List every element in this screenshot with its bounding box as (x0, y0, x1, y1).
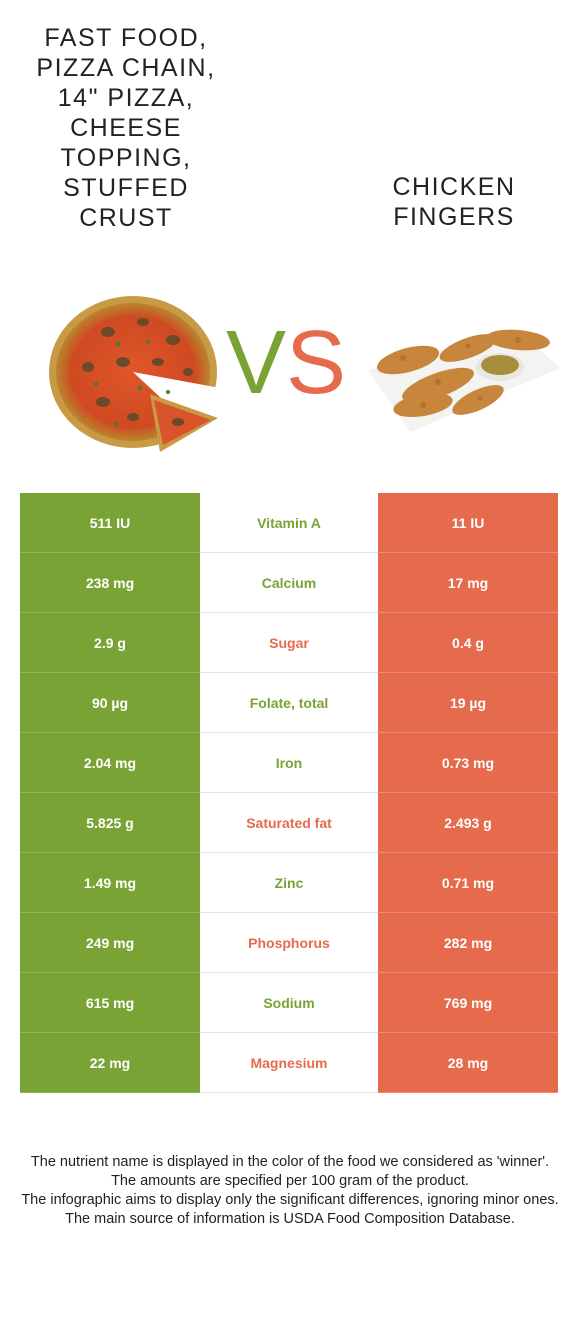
nutrient-name: Zinc (200, 853, 378, 913)
left-value: 5.825 g (20, 793, 200, 853)
right-value: 769 mg (378, 973, 558, 1033)
nutrient-name: Sodium (200, 973, 378, 1033)
right-value: 17 mg (378, 553, 558, 613)
right-food-title: CHICKEN FINGERS (392, 173, 516, 231)
right-value: 0.71 mg (378, 853, 558, 913)
footer-note-winner: The nutrient name is displayed in the co… (30, 1154, 550, 1170)
table-row: 90 µg Folate, total 19 µg (20, 673, 558, 733)
footer-notes: The nutrient name is displayed in the co… (20, 1153, 560, 1229)
table-row: 5.825 g Saturated fat 2.493 g (20, 793, 558, 853)
footer-note-amounts: The amounts are specified per 100 gram o… (111, 1173, 469, 1189)
table-row: 2.9 g Sugar 0.4 g (20, 613, 558, 673)
left-value: 1.49 mg (20, 853, 200, 913)
left-value: 511 IU (20, 493, 200, 553)
right-value: 28 mg (378, 1033, 558, 1093)
nutrient-name: Saturated fat (200, 793, 378, 853)
nutrient-name: Phosphorus (200, 913, 378, 973)
table-row: 249 mg Phosphorus 282 mg (20, 913, 558, 973)
footer-note-aim: The infographic aims to display only the… (21, 1192, 559, 1208)
table-row: 615 mg Sodium 769 mg (20, 973, 558, 1033)
left-food-title: FAST FOOD, PIZZA CHAIN, 14" PIZZA, CHEES… (36, 24, 216, 232)
table-row: 238 mg Calcium 17 mg (20, 553, 558, 613)
left-value: 249 mg (20, 913, 200, 973)
footer-note-source: The main source of information is USDA F… (65, 1211, 515, 1227)
left-value: 615 mg (20, 973, 200, 1033)
nutrient-name: Calcium (200, 553, 378, 613)
comparison-table: 511 IU Vitamin A 11 IU 238 mg Calcium 17 mg 2.… (20, 493, 558, 1093)
left-value: 2.04 mg (20, 733, 200, 793)
left-value: 22 mg (20, 1033, 200, 1093)
right-value: 11 IU (378, 493, 558, 553)
left-value: 2.9 g (20, 613, 200, 673)
right-value: 282 mg (378, 913, 558, 973)
nutrient-name: Vitamin A (200, 493, 378, 553)
vs-v: V (226, 313, 287, 413)
vs-s: S (286, 313, 347, 413)
table-row: 1.49 mg Zinc 0.71 mg (20, 853, 558, 913)
table-row: 511 IU Vitamin A 11 IU (20, 493, 558, 553)
pizza-image (49, 296, 220, 452)
right-value: 19 µg (378, 673, 558, 733)
vs-label: VS (226, 318, 346, 408)
right-value: 0.73 mg (378, 733, 558, 793)
nutrient-name: Magnesium (200, 1033, 378, 1093)
right-value: 0.4 g (378, 613, 558, 673)
left-value: 90 µg (20, 673, 200, 733)
nutrient-name: Folate, total (200, 673, 378, 733)
left-value: 238 mg (20, 553, 200, 613)
right-value: 2.493 g (378, 793, 558, 853)
nutrient-name: Sugar (200, 613, 378, 673)
chicken-fingers-image (368, 329, 560, 432)
table-row: 2.04 mg Iron 0.73 mg (20, 733, 558, 793)
nutrient-name: Iron (200, 733, 378, 793)
table-row: 22 mg Magnesium 28 mg (20, 1033, 558, 1093)
